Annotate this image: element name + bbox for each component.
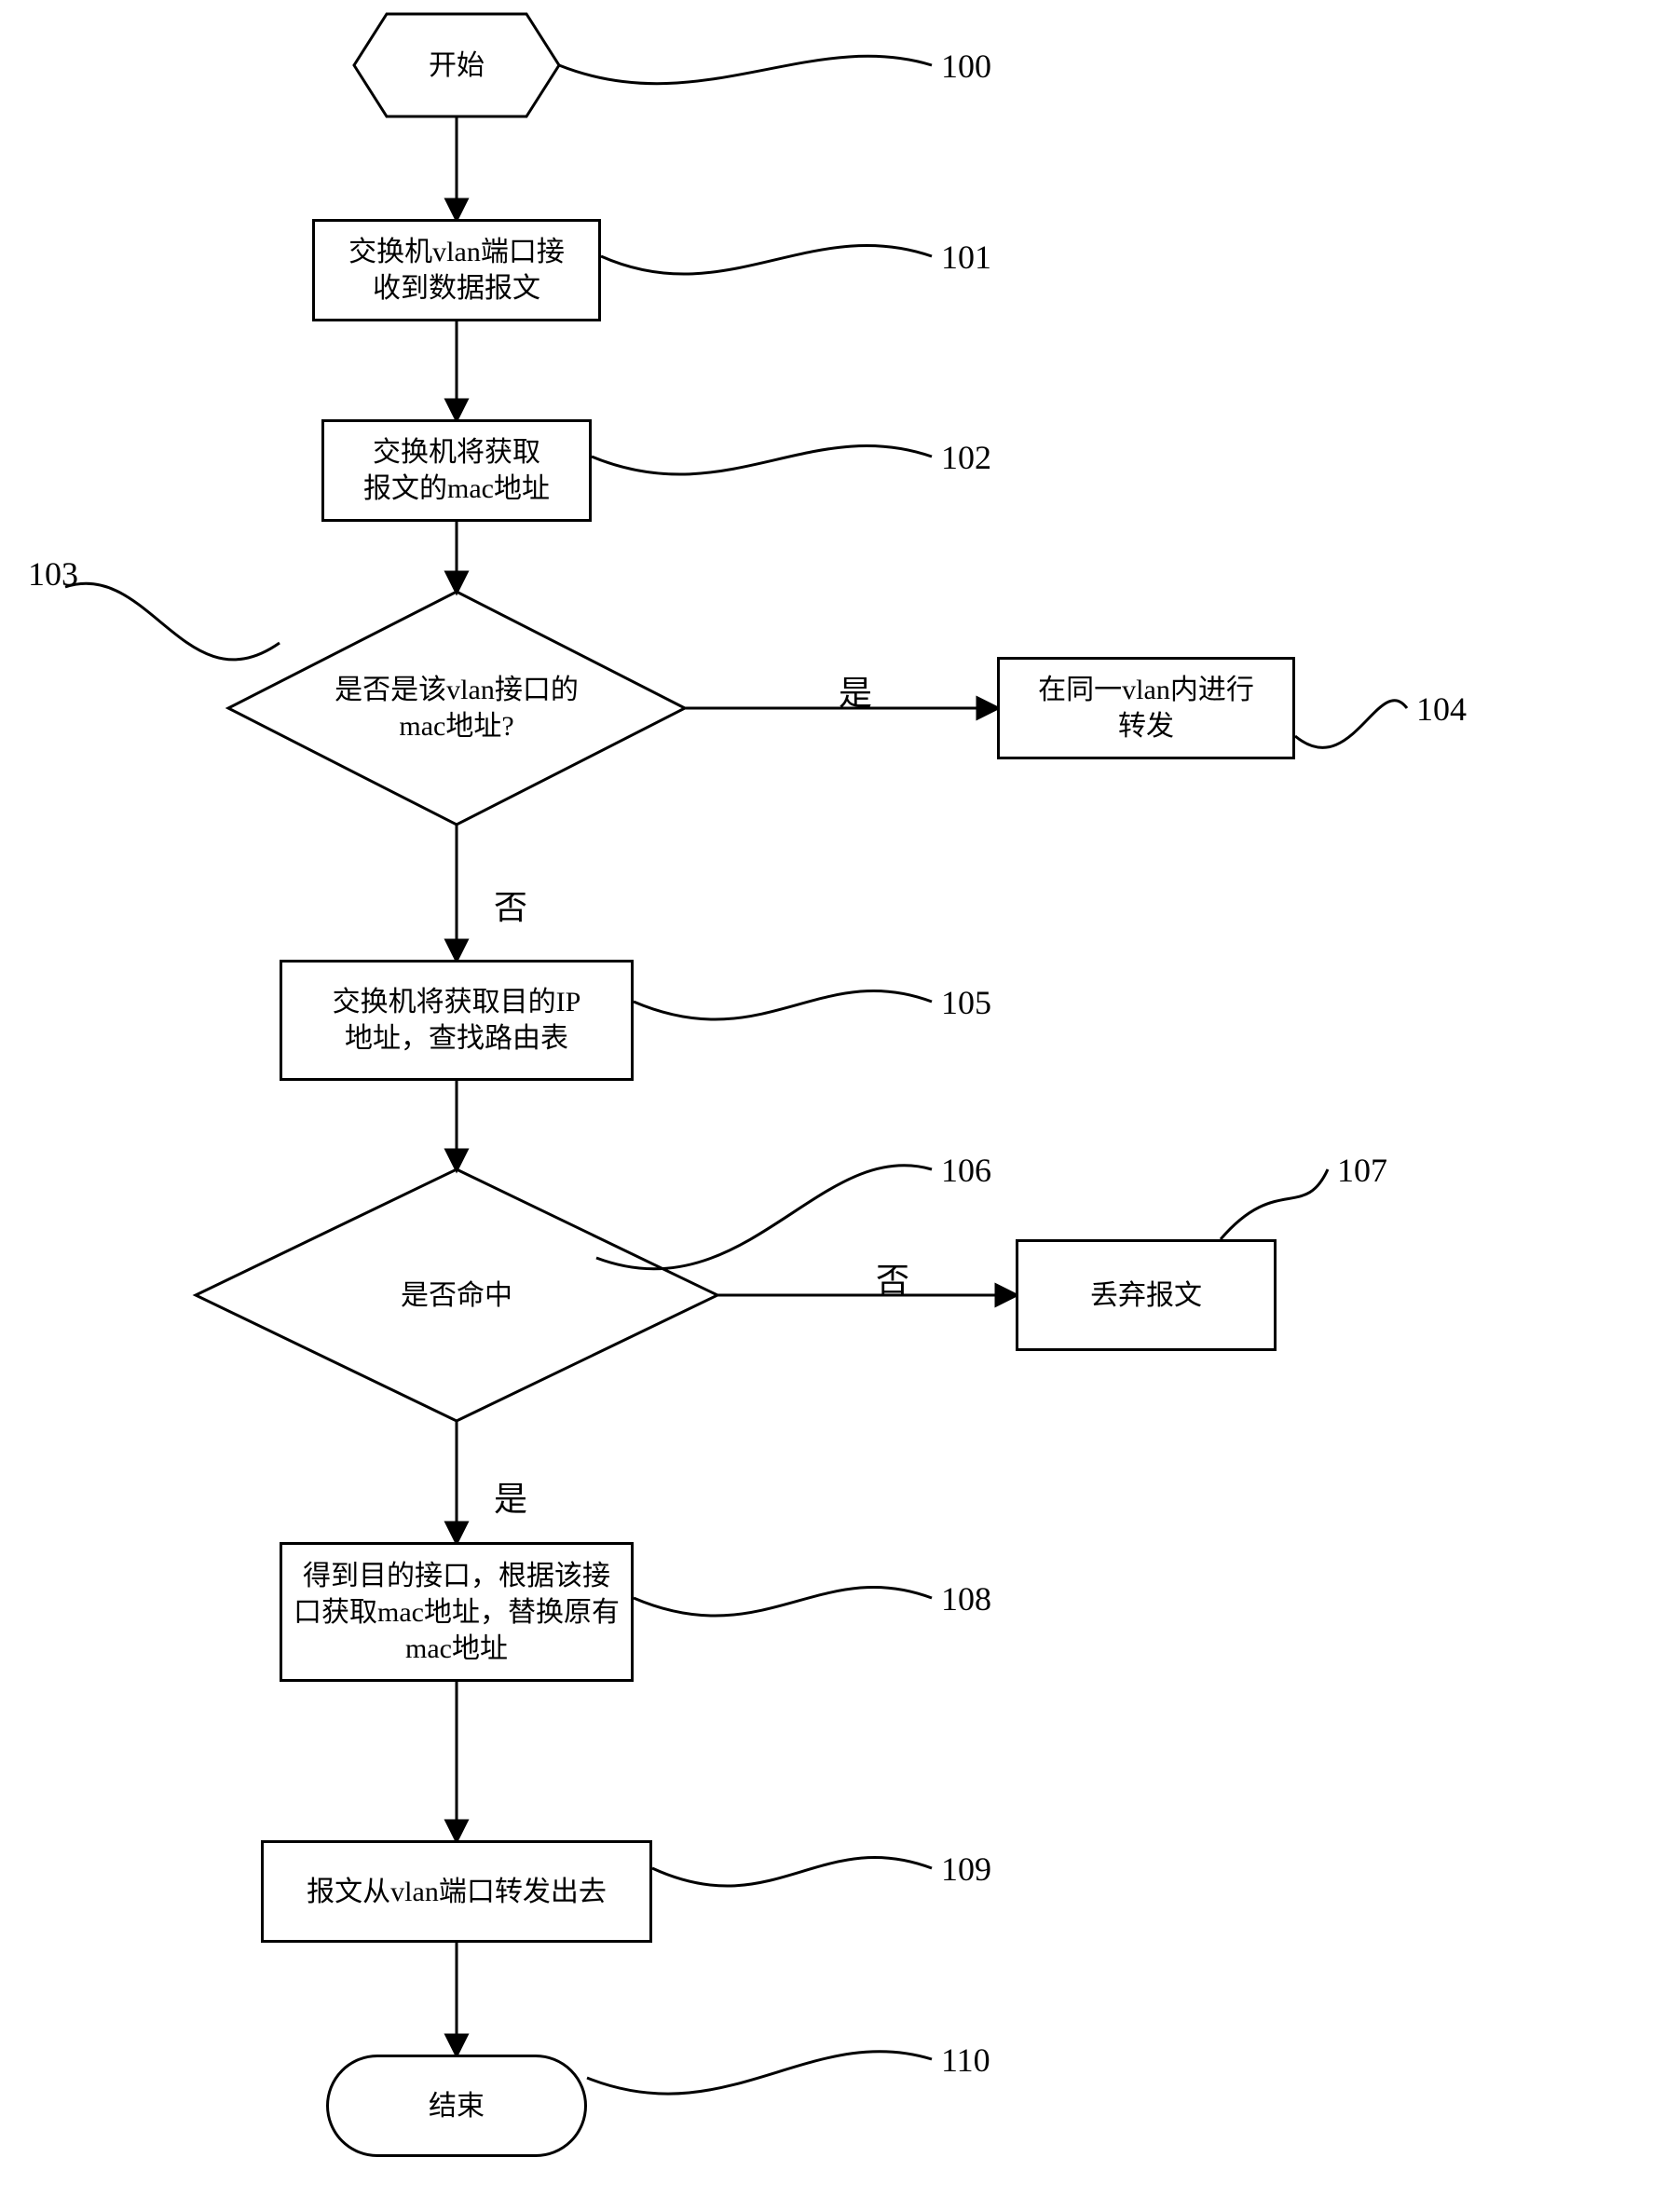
ref-105: 105 — [941, 983, 991, 1022]
edge-label-103-yes: 是 — [839, 666, 872, 715]
process-105: 交换机将获取目的IP 地址，查找路由表 — [280, 960, 634, 1081]
ref-103: 103 — [28, 554, 78, 594]
ref-102: 102 — [941, 438, 991, 477]
callout-100 — [559, 56, 932, 83]
flowchart-canvas: 开始 交换机vlan端口接 收到数据报文 交换机将获取 报文的mac地址 是否是… — [0, 0, 1666, 2212]
end-label: 结束 — [429, 2088, 485, 2124]
callout-109 — [652, 1857, 932, 1886]
start-label: 开始 — [429, 48, 485, 84]
ref-100: 100 — [941, 47, 991, 86]
process-109: 报文从vlan端口转发出去 — [261, 1840, 652, 1943]
ref-110: 110 — [941, 2041, 990, 2080]
ref-107: 107 — [1337, 1151, 1387, 1190]
process-102-text: 交换机将获取 报文的mac地址 — [363, 434, 550, 507]
ref-104: 104 — [1416, 690, 1467, 729]
process-104-text: 在同一vlan内进行 转发 — [1038, 672, 1254, 744]
process-104: 在同一vlan内进行 转发 — [997, 657, 1295, 759]
edge-label-106-yes: 是 — [494, 1472, 527, 1521]
process-107-text: 丢弃报文 — [1090, 1277, 1202, 1314]
decision-103-text: 是否是该vlan接口的 mac地址? — [228, 648, 685, 769]
process-101-text: 交换机vlan端口接 收到数据报文 — [348, 234, 565, 307]
process-107: 丢弃报文 — [1016, 1239, 1277, 1351]
edge-label-106-no: 否 — [876, 1253, 909, 1302]
svg-overlay — [0, 0, 1666, 2212]
callout-105 — [634, 990, 932, 1019]
callout-108 — [634, 1587, 932, 1616]
ref-108: 108 — [941, 1579, 991, 1618]
ref-109: 109 — [941, 1850, 991, 1889]
callout-110 — [587, 2052, 932, 2094]
ref-101: 101 — [941, 238, 991, 277]
decision-106-text: 是否命中 — [196, 1258, 717, 1332]
callout-101 — [601, 245, 932, 274]
decision-106-label: 是否命中 — [401, 1277, 512, 1314]
process-102: 交换机将获取 报文的mac地址 — [321, 419, 592, 522]
process-105-text: 交换机将获取目的IP 地址，查找路由表 — [333, 984, 581, 1057]
decision-103-label: 是否是该vlan接口的 mac地址? — [335, 672, 579, 744]
start-node: 开始 — [354, 14, 559, 116]
ref-106: 106 — [941, 1151, 991, 1190]
edge-label-103-no: 否 — [494, 881, 527, 929]
callout-104 — [1295, 701, 1407, 748]
process-108-text: 得到目的接口，根据该接 口获取mac地址，替换原有 mac地址 — [294, 1558, 620, 1667]
end-node: 结束 — [326, 2055, 587, 2157]
process-101: 交换机vlan端口接 收到数据报文 — [312, 219, 601, 321]
process-109-text: 报文从vlan端口转发出去 — [307, 1874, 607, 1910]
process-108: 得到目的接口，根据该接 口获取mac地址，替换原有 mac地址 — [280, 1542, 634, 1682]
callout-102 — [592, 445, 932, 474]
callout-107 — [1221, 1169, 1328, 1239]
